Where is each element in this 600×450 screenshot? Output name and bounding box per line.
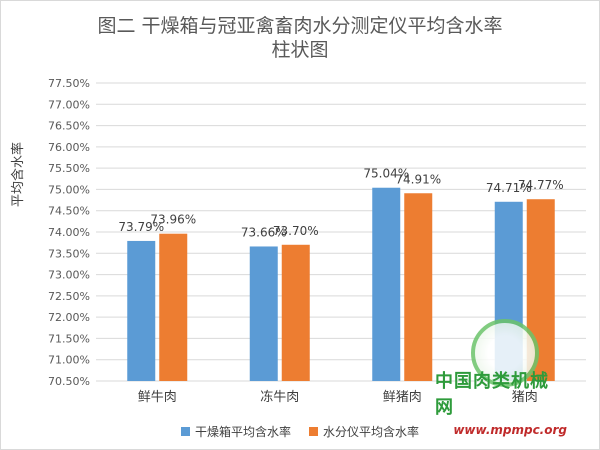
y-tick-label: 75.00% [48,183,90,196]
y-axis-label: 平均含水率 [11,141,26,207]
y-tick-label: 76.50% [48,120,90,133]
legend-swatch-orange [309,427,318,436]
legend-label: 干燥箱平均含水率 [194,425,291,439]
data-label: 73.96% [150,213,196,227]
chart-title: 图二 干燥箱与冠亚禽畜肉水分测定仪平均含水率 [97,15,503,37]
y-tick-label: 75.50% [48,162,90,175]
y-tick-label: 71.00% [48,354,90,367]
x-tick-label: 鲜牛肉 [138,390,177,405]
y-tick-label: 73.00% [48,269,90,282]
bar-dryer [372,187,401,381]
bar-dryer [127,240,156,381]
data-label: 74.77% [518,178,564,192]
y-tick-label: 72.50% [48,290,90,303]
y-tick-label: 76.00% [48,141,90,154]
y-tick-label: 71.50% [48,332,90,345]
watermark-logo: 中国肉类机械网 www.mpmpc.org [435,319,585,445]
logo-emblem-icon [471,319,539,387]
data-label: 73.66% [241,225,287,239]
data-label: 74.71% [486,181,532,195]
y-tick-label: 70.50% [48,375,90,388]
watermark-url: www.mpmpc.org [453,423,567,437]
data-label: 73.70% [273,224,319,238]
y-tick-label: 77.50% [48,77,90,90]
y-tick-label: 74.00% [48,226,90,239]
label-layer: 73.79%73.96% 鲜牛肉 73.66%73.70% 冻牛肉 75.04%74.9… [118,167,563,405]
data-label: 75.04% [363,167,409,181]
legend-swatch-blue [180,427,190,436]
bar-meter [281,244,310,381]
y-tick-label: 74.50% [48,205,90,218]
x-tick-label: 鲜猪肉 [383,390,422,405]
x-tick-label: 冻牛肉 [260,389,299,405]
legend-label: 水分仪平均含水率 [323,425,420,439]
legend-item-series1: 干燥箱平均含水率 [180,423,291,440]
y-tick-label: 72.00% [48,311,90,324]
bar-meter [159,233,188,381]
y-tick-label: 77.00% [48,98,90,111]
watermark-text: 中国肉类机械网 [435,371,549,418]
x-tick-label: 猪肉 [512,390,538,405]
data-label: 74.91% [395,172,441,186]
chart-subtitle: 柱状图 [271,39,329,61]
bar-dryer [249,246,278,381]
chart-legend: 干燥箱平均含水率 水分仪平均含水率 [1,423,599,440]
legend-item-series2: 水分仪平均含水率 [309,423,419,440]
bar-meter [404,193,433,381]
data-label: 73.79% [118,220,164,234]
y-tick-label: 73.50% [48,247,90,260]
